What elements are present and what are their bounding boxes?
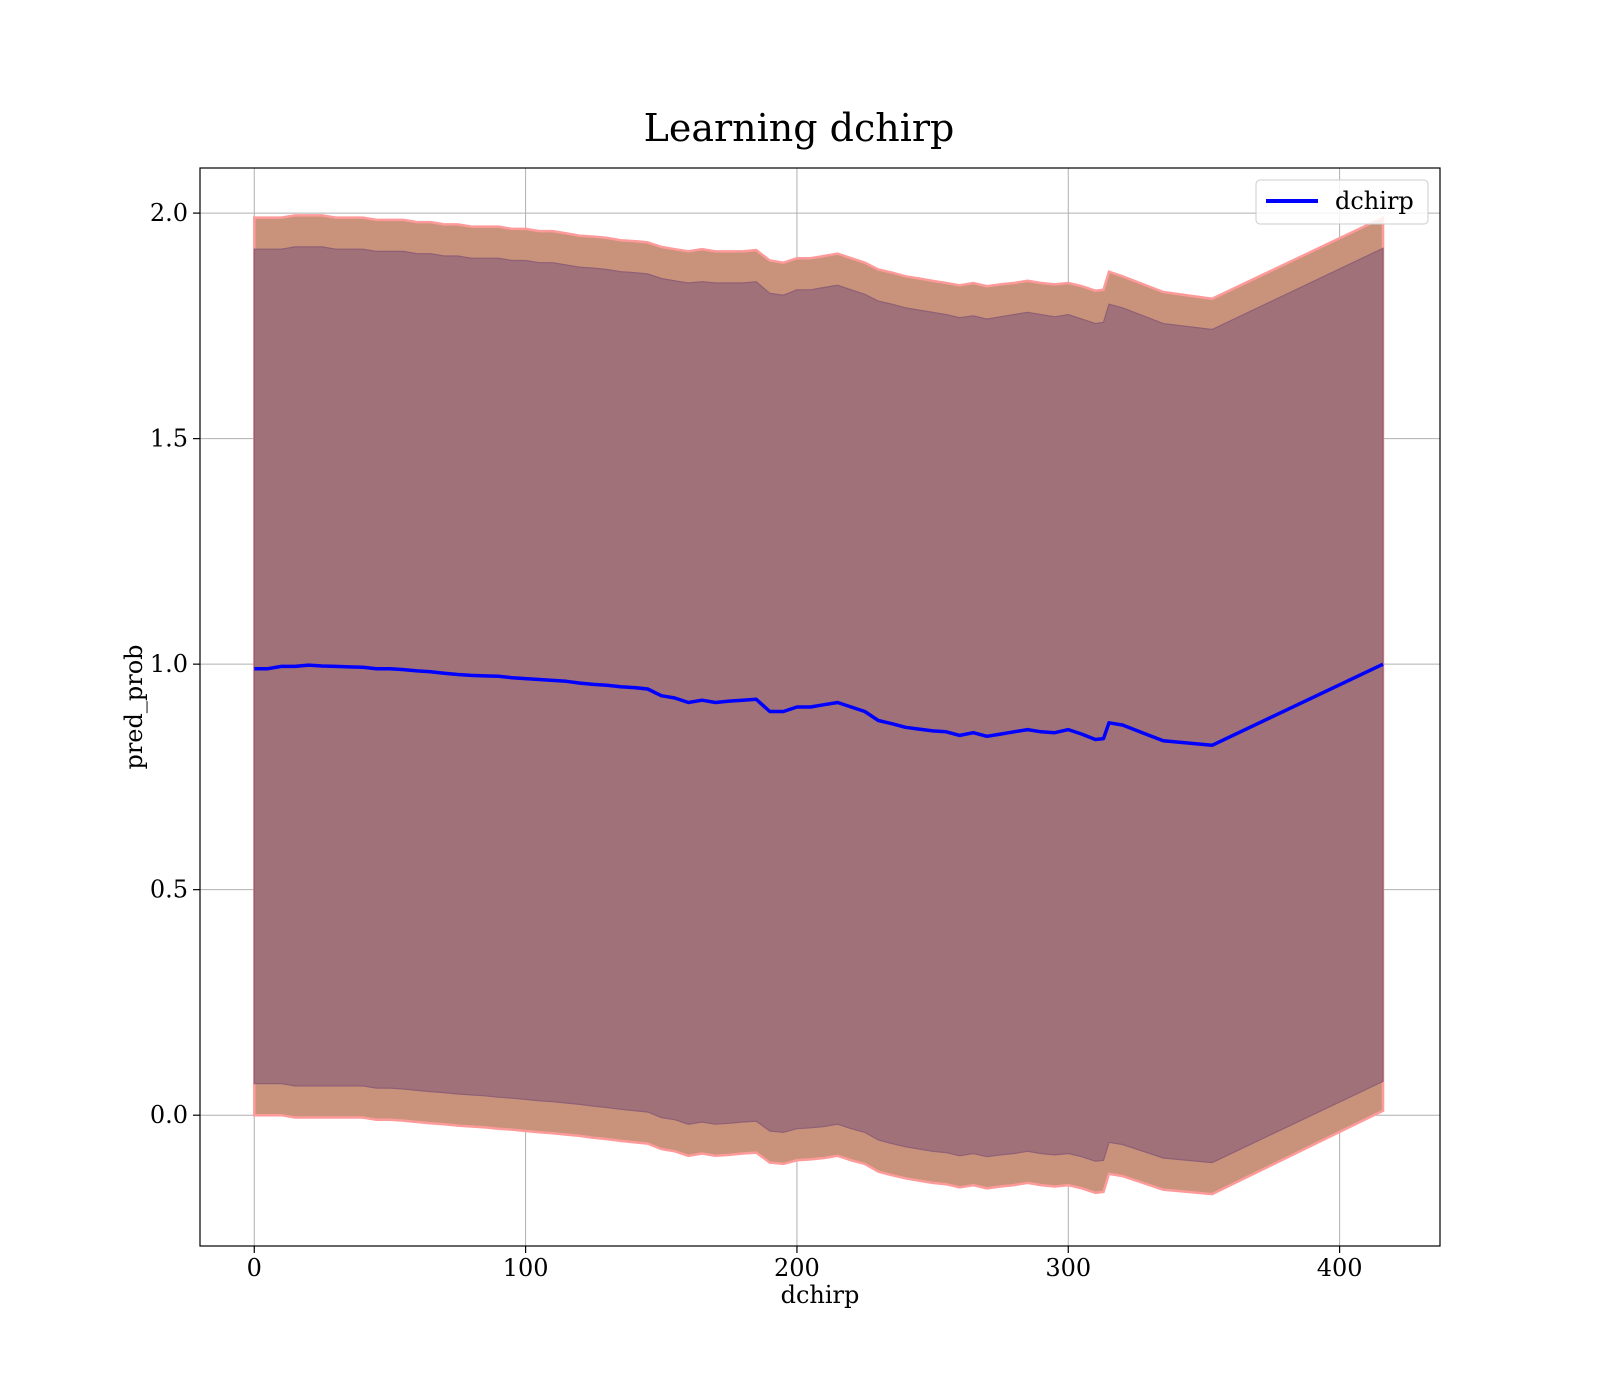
- x-tick-label: 400: [1317, 1254, 1363, 1282]
- legend-box: [1255, 179, 1429, 225]
- y-tick-label: 2.0: [150, 199, 188, 227]
- ticks: 0 100 200 300 400 0.0 0.5 1.0 1.5 2.0: [150, 199, 1363, 1282]
- x-tick-label: 0: [247, 1254, 262, 1282]
- y-axis-label: pred_prob: [120, 644, 148, 769]
- y-tick-label: 0.0: [150, 1101, 188, 1129]
- axes-frame: [199, 167, 1441, 1247]
- legend: dchirp: [1255, 179, 1429, 225]
- legend-label-dchirp: dchirp: [1335, 187, 1414, 215]
- plot-area: 0 100 200 300 400 0.0 0.5 1.0 1.5 2.0: [150, 167, 1441, 1282]
- chart-title: Learning dchirp: [644, 106, 955, 150]
- x-tick-label: 100: [503, 1254, 549, 1282]
- x-tick-label: 300: [1045, 1254, 1091, 1282]
- series-line-dchirp: [254, 662, 1384, 748]
- y-tick-label: 0.5: [150, 876, 188, 904]
- y-tick-label: 1.5: [150, 425, 188, 453]
- y-tick-label: 1.0: [150, 650, 188, 678]
- x-tick-label: 200: [774, 1254, 820, 1282]
- x-axis-label: dchirp: [781, 1281, 860, 1309]
- series-lines: [254, 662, 1384, 748]
